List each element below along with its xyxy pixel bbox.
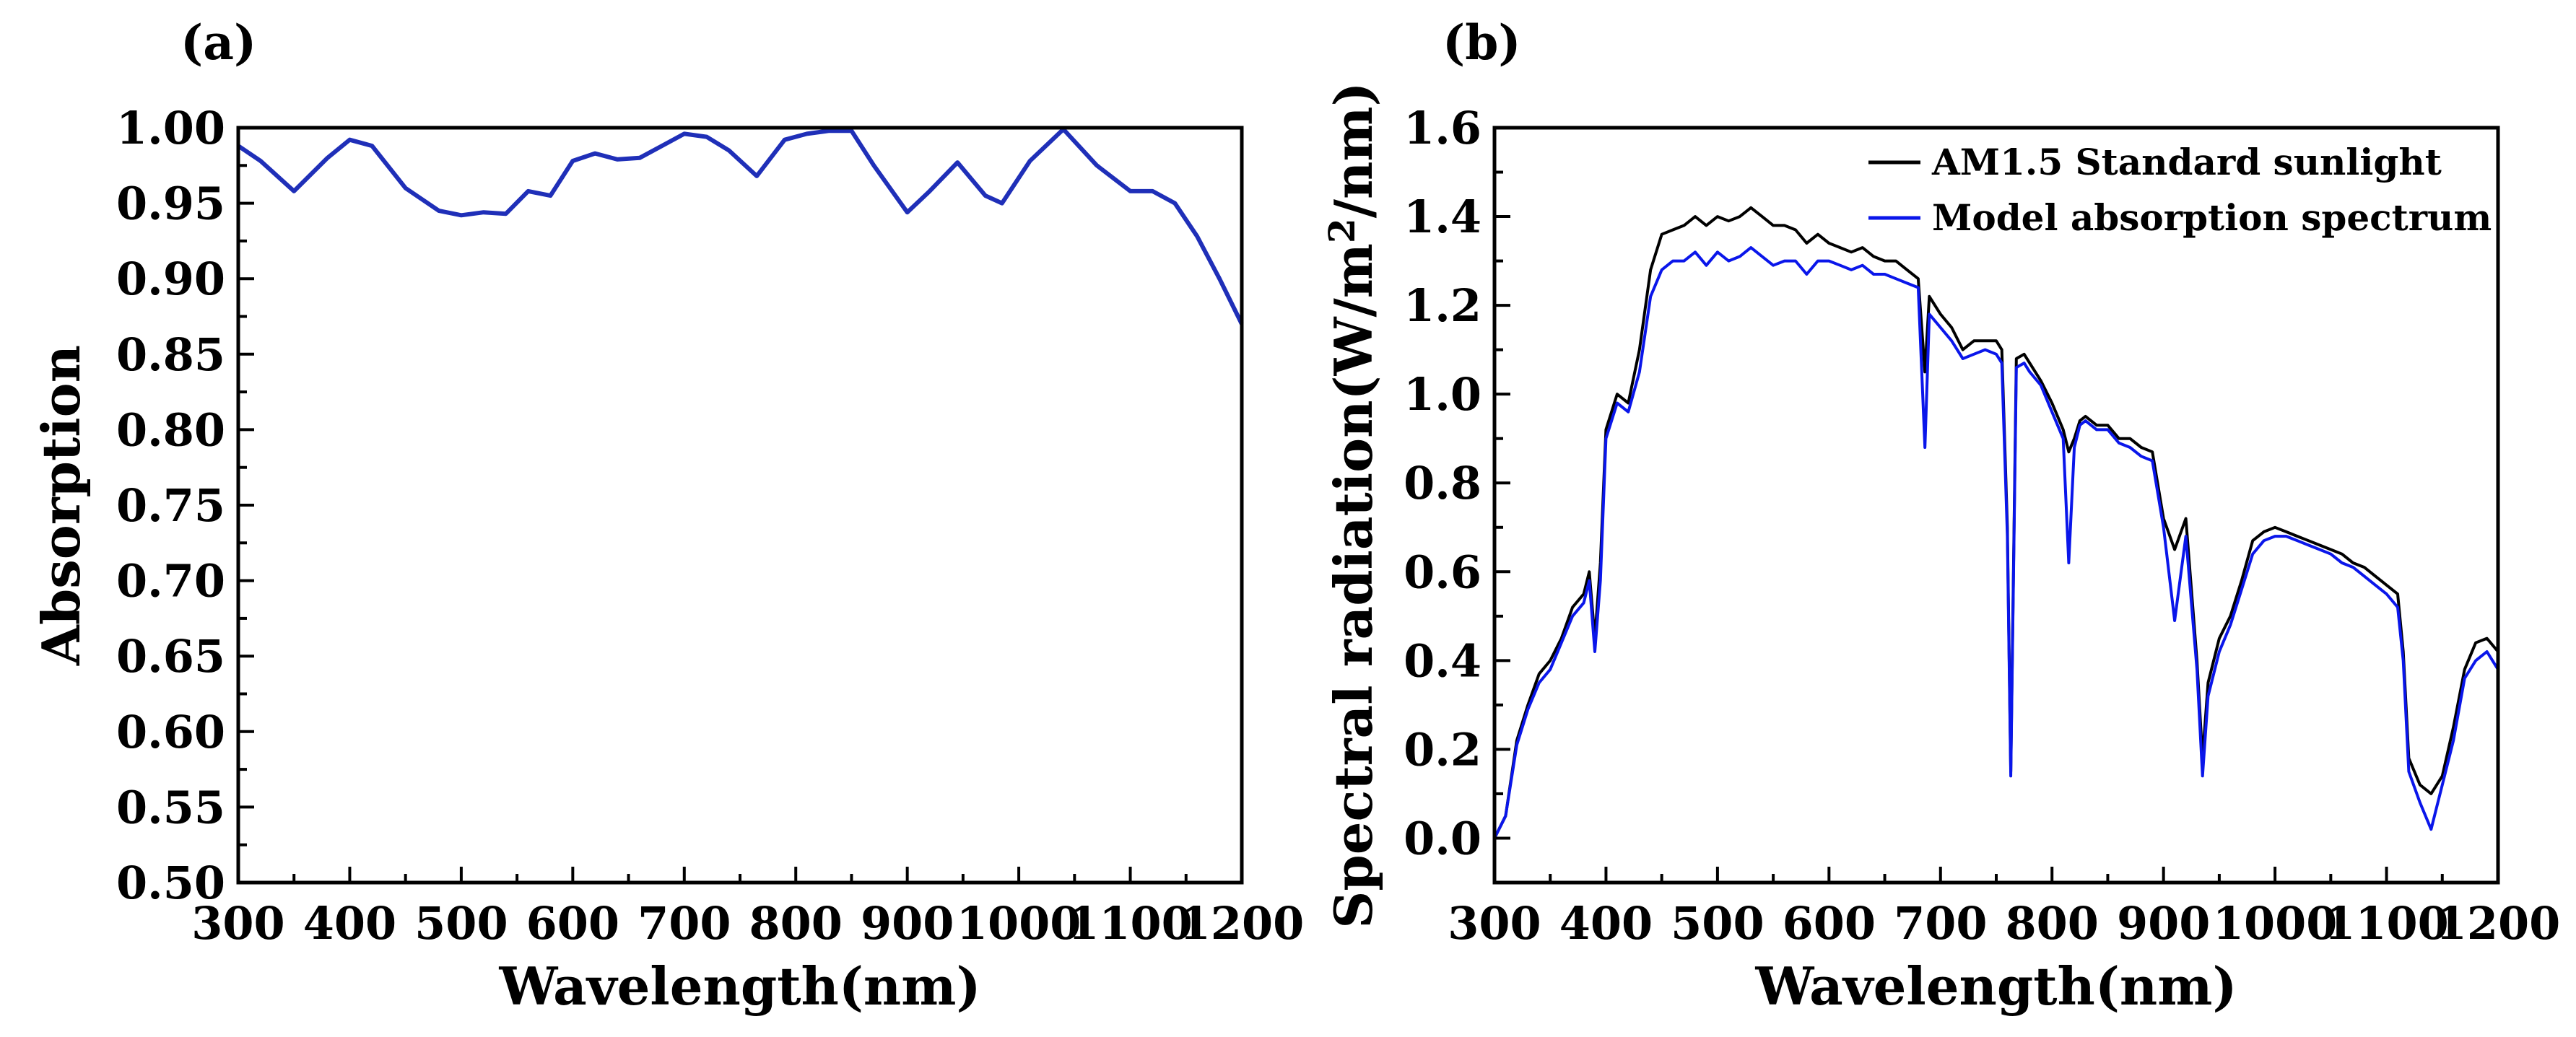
panel-b-x-axis-title: Wavelength(nm) xyxy=(1754,955,2237,1017)
panel-a-y-tick-label: 0.65 xyxy=(116,630,225,683)
panel-a-y-tick-label: 0.60 xyxy=(116,706,225,758)
panel-b-y-tick-label: 1.2 xyxy=(1404,279,1481,332)
panel-a-y-axis: 0.50 0.55 0.60 0.65 0.70 0.75 0.80 0.85 0.90 0.95… xyxy=(116,102,254,909)
panel-a-label: (a) xyxy=(180,14,256,71)
panel-b-x-tick-label: 900 xyxy=(2117,897,2210,950)
panel-b-plot-frame xyxy=(1492,126,2500,885)
panel-a-y-tick-label: 0.90 xyxy=(116,253,225,305)
panel-a-y-tick-label: 0.85 xyxy=(116,328,225,381)
panel-b-y-tick-label: 0.0 xyxy=(1404,812,1481,865)
panel-a-x-tick-label: 1200 xyxy=(1180,897,1305,950)
panel-a-y-tick-label: 0.80 xyxy=(116,403,225,456)
panel-a-x-tick-label: 600 xyxy=(526,897,619,950)
panel-b-x-tick-label: 500 xyxy=(1671,897,1764,950)
panel-b-y-axis-title: Spectral radiation(W/m2/nm) xyxy=(1320,82,1384,928)
panel-a-x-tick-label: 800 xyxy=(749,897,843,950)
panel-a-y-axis-title: Absorption xyxy=(30,345,92,666)
panel-a-y-tick-label: 0.75 xyxy=(116,479,225,532)
panel-a-y-tick-label: 0.55 xyxy=(116,781,225,833)
panel-a-x-tick-label: 1100 xyxy=(1068,897,1193,950)
panel-b-y-axis-title-suffix: /nm) xyxy=(1323,82,1384,218)
panel-a-x-tick-label: 300 xyxy=(191,897,284,950)
panel-a-plot-lines xyxy=(237,127,1244,325)
panel-a-plot-frame xyxy=(236,126,1244,885)
panel-a-x-tick-label: 1000 xyxy=(957,897,1082,950)
panel-b-y-tick-label: 0.8 xyxy=(1404,457,1481,509)
legend-label-am15: AM1.5 Standard sunlight xyxy=(1931,141,2442,183)
panel-b-y-axis: 0.0 0.2 0.4 0.6 0.8 1.0 1.2 1.4 1.6 xyxy=(1404,102,1510,865)
panel-b-x-tick-label: 700 xyxy=(1894,897,1987,950)
panel-b-x-tick-label: 1200 xyxy=(2436,897,2561,950)
panel-b-x-tick-label: 300 xyxy=(1448,897,1541,950)
panel-b-x-tick-label: 400 xyxy=(1559,897,1653,950)
panel-b-label: (b) xyxy=(1443,14,1521,71)
panel-a-x-tick-label: 900 xyxy=(861,897,954,950)
panel-a-x-tick-label: 400 xyxy=(303,897,396,950)
panel-b-plot-lines xyxy=(1493,206,2499,839)
panel-b-series-2-line xyxy=(1493,246,2499,839)
panel-b-x-tick-label: 800 xyxy=(2006,897,2099,950)
panel-a-y-tick-label: 0.70 xyxy=(116,555,225,608)
panel-b-x-tick-label: 1000 xyxy=(2213,897,2338,950)
panel-a-series-1-line xyxy=(237,127,1244,325)
panel-a-x-tick-label: 700 xyxy=(638,897,731,950)
panel-b-x-tick-label: 1100 xyxy=(2324,897,2449,950)
panel-b-y-tick-label: 0.4 xyxy=(1404,634,1481,687)
panel-a-y-tick-label: 1.00 xyxy=(116,102,225,154)
panel-b-y-tick-label: 0.6 xyxy=(1404,546,1481,598)
panel-a-y-tick-label: 0.50 xyxy=(116,857,225,909)
panel-b-y-tick-label: 1.6 xyxy=(1404,102,1481,154)
panel-b-y-tick-label: 1.0 xyxy=(1404,368,1481,421)
panel-b-y-axis-title-superscript: 2 xyxy=(1320,218,1363,243)
panel-a-x-axis-title: Wavelength(nm) xyxy=(498,955,980,1017)
panel-b-y-tick-label: 0.2 xyxy=(1404,723,1481,776)
panel-a-x-tick-label: 500 xyxy=(414,897,508,950)
panel-b-y-tick-label: 1.4 xyxy=(1404,191,1481,243)
panel-b-x-tick-label: 600 xyxy=(1783,897,1876,950)
legend-label-model: Model absorption spectrum xyxy=(1932,196,2492,239)
panel-b-legend: AM1.5 Standard sunlight Model absorption… xyxy=(1868,141,2492,239)
panel-b-y-axis-title-prefix: Spectral radiation(W/m xyxy=(1323,243,1384,929)
panel-a-y-tick-label: 0.95 xyxy=(116,178,225,230)
panel-b-series-1-line xyxy=(1493,206,2499,839)
